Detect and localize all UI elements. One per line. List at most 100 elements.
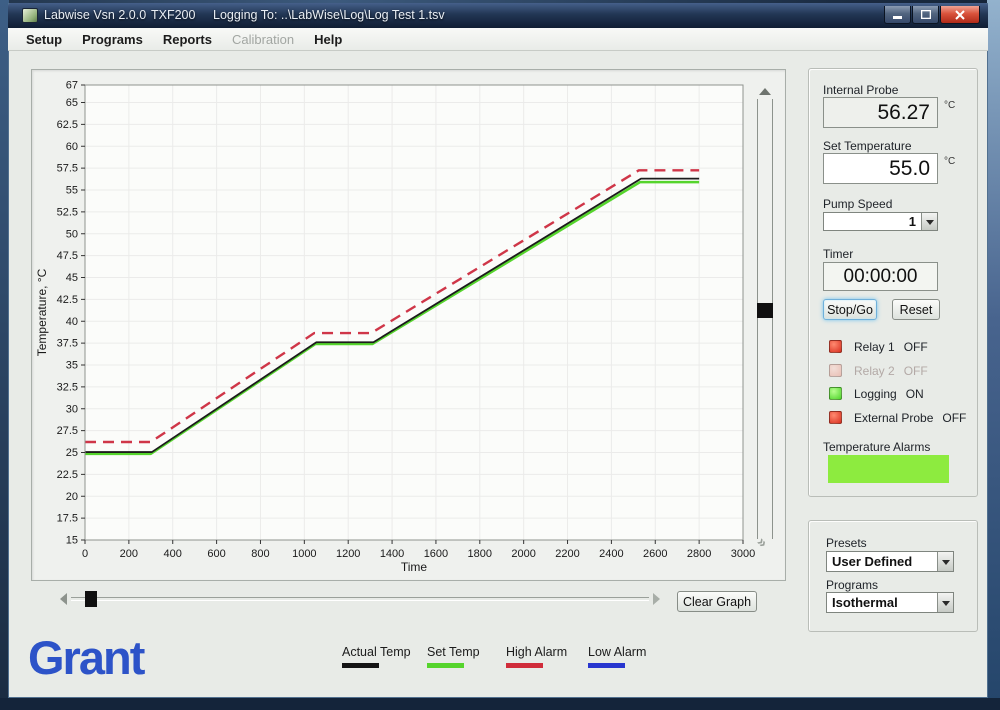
horizontal-scroll-right-icon[interactable]: [653, 593, 660, 605]
app-icon: [22, 8, 38, 23]
stop-go-button[interactable]: Stop/Go: [823, 299, 877, 320]
svg-text:37.5: 37.5: [57, 338, 78, 350]
presets-value: User Defined: [827, 554, 937, 569]
temperature-alarms-status: [828, 455, 949, 483]
close-icon: [955, 10, 965, 20]
set-temperature-input[interactable]: 55.0: [823, 153, 938, 184]
presets-label: Presets: [826, 536, 867, 550]
chevron-down-icon[interactable]: [937, 593, 953, 612]
svg-text:17.5: 17.5: [57, 513, 78, 525]
legend-swatch-set-temp: [427, 663, 464, 668]
internal-probe-value: 56.27: [823, 97, 938, 128]
svg-text:57.5: 57.5: [57, 163, 78, 175]
legend-swatch-low-alarm: [588, 663, 625, 668]
pump-speed-label: Pump Speed: [823, 197, 892, 211]
svg-text:27.5: 27.5: [57, 425, 78, 437]
device-model-title: TXF200: [151, 8, 195, 22]
indicator-label: Relay 2: [854, 364, 895, 378]
svg-text:400: 400: [164, 548, 182, 560]
grant-logo: Grant: [28, 630, 143, 685]
legend-label: High Alarm: [506, 645, 567, 659]
svg-text:2000: 2000: [511, 548, 535, 560]
close-button[interactable]: [940, 6, 980, 24]
indicator-state: OFF: [942, 411, 966, 425]
menu-setup[interactable]: Setup: [16, 30, 72, 49]
timer-label: Timer: [823, 247, 853, 261]
svg-text:1800: 1800: [468, 548, 492, 560]
indicator-label: Logging: [854, 387, 897, 401]
relay-1-led-icon[interactable]: [829, 340, 842, 353]
svg-text:40: 40: [66, 316, 78, 328]
minimize-button[interactable]: [884, 6, 911, 24]
reset-button[interactable]: Reset: [892, 299, 940, 320]
internal-probe-unit: °C: [944, 100, 955, 111]
legend-swatch-high-alarm: [506, 663, 543, 668]
vertical-scrollbar[interactable]: [757, 99, 773, 539]
svg-text:15: 15: [66, 535, 78, 547]
svg-text:200: 200: [120, 548, 138, 560]
set-temperature-label: Set Temperature: [823, 139, 912, 153]
svg-text:1000: 1000: [292, 548, 316, 560]
clear-graph-button[interactable]: Clear Graph: [677, 591, 757, 612]
horizontal-scrollbar-thumb[interactable]: [85, 591, 97, 607]
window-title: Labwise Vsn 2.0.0: [44, 8, 146, 22]
programs-value: Isothermal: [827, 595, 937, 610]
svg-text:2400: 2400: [599, 548, 623, 560]
svg-text:2800: 2800: [687, 548, 711, 560]
svg-text:32.5: 32.5: [57, 381, 78, 393]
legend-label: Low Alarm: [588, 645, 646, 659]
svg-text:30: 30: [66, 403, 78, 415]
horizontal-scroll-left-icon[interactable]: [60, 593, 67, 605]
photo-border-bottom: [0, 698, 1000, 710]
pump-speed-select[interactable]: 1: [823, 212, 938, 231]
menu-bar: Setup Programs Reports Calibration Help: [8, 28, 988, 51]
title-bar: Labwise Vsn 2.0.0 TXF200 Logging To: ..\…: [8, 3, 988, 28]
set-temperature-unit: °C: [944, 156, 955, 167]
svg-text:2600: 2600: [643, 548, 667, 560]
svg-text:1200: 1200: [336, 548, 360, 560]
svg-text:60: 60: [66, 141, 78, 153]
external-probe-led-icon[interactable]: [829, 411, 842, 424]
programs-select[interactable]: Isothermal: [826, 592, 954, 613]
presets-select[interactable]: User Defined: [826, 551, 954, 572]
indicator-logging: LoggingON: [829, 386, 924, 401]
menu-calibration: Calibration: [222, 30, 304, 49]
chevron-down-icon[interactable]: [937, 552, 953, 571]
vertical-scroll-up-icon[interactable]: [759, 88, 771, 95]
indicator-state: OFF: [904, 364, 928, 378]
svg-text:800: 800: [251, 548, 269, 560]
programs-label: Programs: [826, 578, 878, 592]
photo-border-right: [987, 0, 1000, 710]
legend-swatch-actual-temp: [342, 663, 379, 668]
maximize-icon: [921, 10, 931, 19]
indicator-external-probe: External ProbeOFF: [829, 410, 966, 425]
chevron-down-icon[interactable]: [921, 213, 937, 230]
menu-programs[interactable]: Programs: [72, 30, 153, 49]
internal-probe-label: Internal Probe: [823, 83, 898, 97]
svg-text:1400: 1400: [380, 548, 404, 560]
svg-text:52.5: 52.5: [57, 206, 78, 218]
vertical-scrollbar-thumb[interactable]: [757, 303, 773, 318]
svg-text:55: 55: [66, 185, 78, 197]
svg-text:25: 25: [66, 447, 78, 459]
svg-text:50: 50: [66, 228, 78, 240]
svg-text:62.5: 62.5: [57, 119, 78, 131]
temperature-alarms-label: Temperature Alarms: [823, 440, 930, 454]
svg-text:42.5: 42.5: [57, 294, 78, 306]
svg-text:65: 65: [66, 97, 78, 109]
menu-help[interactable]: Help: [304, 30, 352, 49]
relay-2-led-icon[interactable]: [829, 364, 842, 377]
logging-led-icon[interactable]: [829, 387, 842, 400]
logging-path-title: Logging To: ..\LabWise\Log\Log Test 1.ts…: [213, 8, 445, 22]
svg-text:45: 45: [66, 272, 78, 284]
svg-text:Temperature, °C: Temperature, °C: [35, 268, 49, 356]
horizontal-scrollbar[interactable]: [71, 597, 649, 601]
pump-speed-value: 1: [824, 214, 921, 229]
svg-text:35: 35: [66, 360, 78, 372]
timer-value: 00:00:00: [823, 262, 938, 291]
maximize-button[interactable]: [912, 6, 939, 24]
indicator-state: OFF: [904, 340, 928, 354]
indicator-relay-1: Relay 1OFF: [829, 339, 928, 354]
legend-set-temp: Set Temp: [427, 645, 480, 668]
menu-reports[interactable]: Reports: [153, 30, 222, 49]
